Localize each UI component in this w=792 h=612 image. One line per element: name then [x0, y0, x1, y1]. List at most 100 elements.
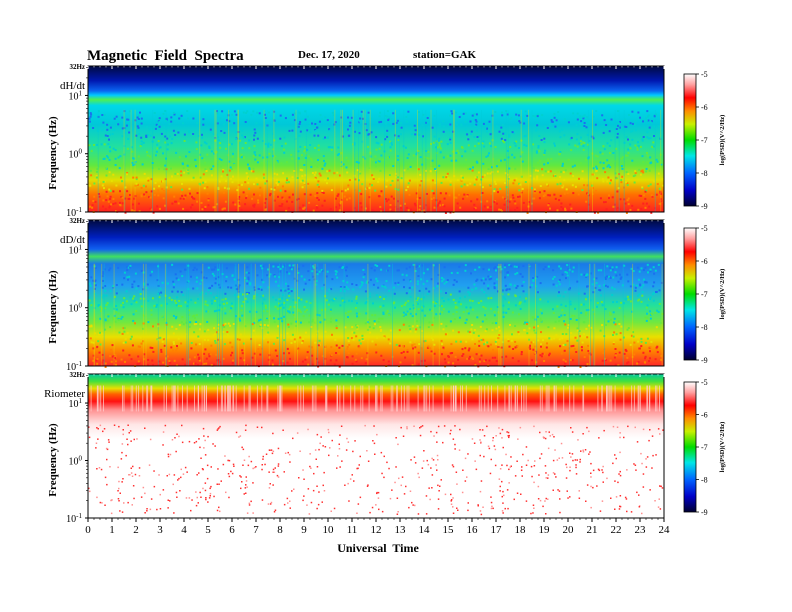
speckle [273, 119, 276, 122]
speckle [227, 459, 229, 462]
speckle [421, 467, 424, 469]
speckle [173, 283, 176, 286]
speckle [329, 447, 331, 449]
speckle [397, 200, 399, 203]
streak [480, 385, 482, 412]
speckle [132, 176, 135, 179]
speckle [536, 115, 539, 118]
speckle [480, 178, 483, 181]
speckle [197, 502, 199, 504]
speckle [352, 143, 355, 146]
speckle [318, 120, 321, 123]
speckle [392, 122, 395, 125]
speckle [460, 178, 463, 181]
speckle [418, 208, 421, 211]
speckle [113, 117, 116, 120]
speckle [137, 285, 140, 288]
speckle [416, 197, 419, 200]
speckle [178, 117, 181, 120]
speckle [534, 345, 537, 348]
speckle [180, 468, 182, 471]
speckle [279, 307, 282, 309]
speckle [109, 326, 112, 329]
speckle [114, 353, 117, 356]
speckle [290, 322, 293, 325]
colorbar-tick-label: -5 [701, 224, 708, 233]
speckle [389, 497, 392, 500]
speckle [552, 489, 554, 491]
speckle [157, 325, 160, 328]
speckle [442, 125, 445, 128]
y-tick-label: 100 [69, 302, 83, 315]
speckle [369, 295, 372, 298]
speckle [400, 206, 402, 209]
speckle [348, 124, 351, 127]
speckle [535, 129, 538, 132]
streak [325, 385, 327, 412]
speckle [449, 136, 452, 139]
speckle [441, 280, 444, 283]
speckle [277, 266, 280, 268]
speckle [467, 453, 469, 455]
speckle [339, 286, 342, 288]
speckle [509, 466, 512, 468]
speckle [602, 481, 604, 483]
speckle [331, 122, 334, 125]
speckle [626, 356, 629, 359]
speckle [601, 324, 604, 327]
streak [201, 385, 203, 412]
speckle [135, 301, 138, 304]
speckle [523, 329, 526, 332]
speckle [541, 168, 544, 171]
speckle [151, 162, 154, 164]
speckle [656, 160, 659, 163]
streak [229, 385, 231, 412]
streak [462, 385, 463, 412]
speckle [579, 136, 582, 139]
speckle [309, 453, 311, 455]
speckle [509, 209, 512, 212]
speckle [104, 285, 107, 287]
speckle [129, 430, 132, 432]
speckle [590, 506, 592, 509]
speckle [478, 340, 481, 343]
speckle [111, 499, 113, 501]
speckle [576, 339, 579, 342]
speckle [312, 489, 315, 492]
speckle [146, 508, 148, 510]
streak [182, 385, 183, 412]
speckle [366, 328, 369, 331]
speckle [187, 117, 189, 120]
speckle [611, 196, 614, 199]
speckle [346, 345, 349, 348]
speckle [630, 267, 633, 270]
speckle [595, 165, 598, 168]
speckle [611, 286, 614, 289]
streak [601, 385, 603, 412]
speckle [433, 206, 436, 209]
speckle [160, 304, 163, 307]
speckle [427, 345, 430, 348]
speckle [523, 300, 526, 303]
speckle [323, 199, 326, 202]
speckle [290, 337, 293, 340]
speckle [302, 315, 305, 318]
speckle [406, 349, 409, 352]
speckle [476, 161, 479, 164]
speckle [651, 160, 654, 163]
speckle [652, 141, 655, 144]
speckle [113, 424, 116, 426]
speckle [408, 325, 411, 327]
speckle [534, 351, 536, 354]
speckle [416, 352, 419, 354]
speckle [104, 362, 107, 365]
speckle [396, 119, 399, 122]
speckle [115, 305, 118, 307]
streak [539, 385, 541, 412]
speckle [397, 283, 400, 286]
speckle [504, 132, 506, 135]
streak [145, 263, 147, 366]
speckle [323, 471, 325, 474]
speckle [256, 183, 259, 186]
speckle [520, 351, 523, 353]
